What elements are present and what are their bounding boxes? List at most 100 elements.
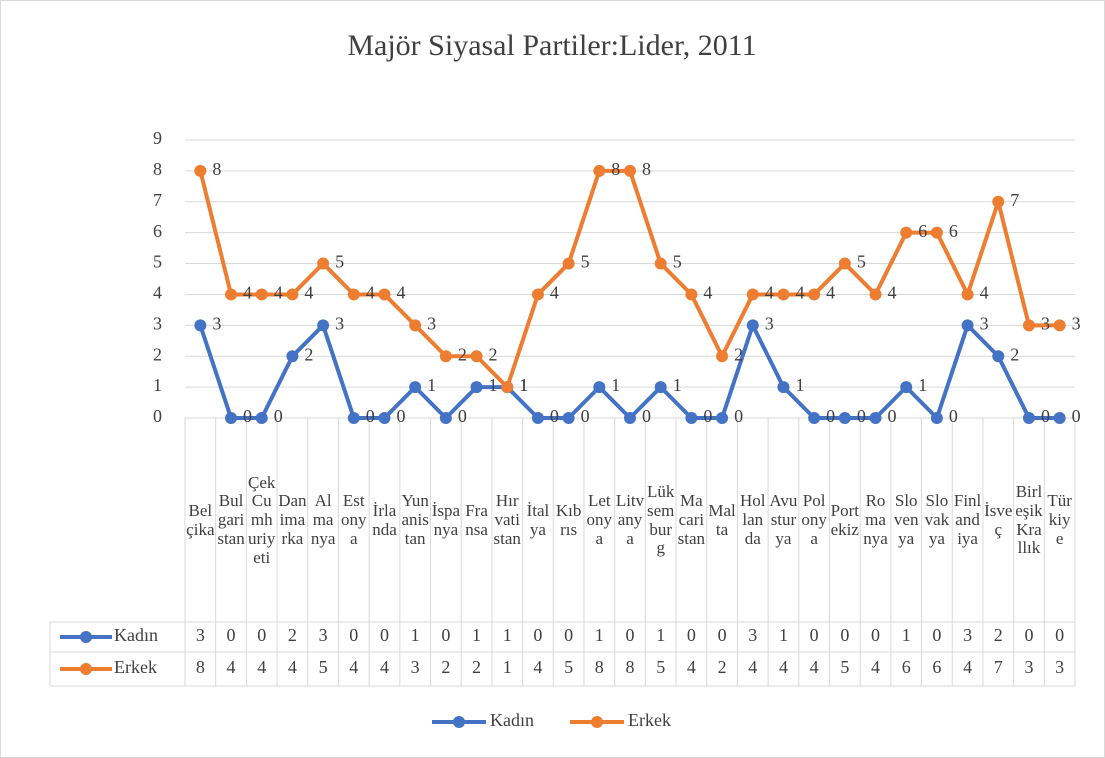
table-cell: 4 bbox=[288, 657, 297, 677]
data-label: 0 bbox=[1072, 406, 1081, 426]
table-cell: 5 bbox=[564, 657, 573, 677]
data-label: 2 bbox=[1010, 344, 1019, 364]
table-cell: 2 bbox=[288, 625, 297, 645]
data-label: 8 bbox=[642, 159, 651, 179]
table-cell: 5 bbox=[656, 657, 665, 677]
data-label: 0 bbox=[243, 406, 252, 426]
data-label: 1 bbox=[519, 375, 528, 395]
marker bbox=[930, 226, 943, 239]
data-label: 1 bbox=[673, 375, 682, 395]
series-line bbox=[198, 168, 1060, 390]
x-tick-label: Yunanistan bbox=[401, 491, 429, 548]
x-tick-label: Romanya bbox=[863, 491, 888, 548]
data-label: 5 bbox=[857, 252, 866, 272]
legend-key bbox=[80, 631, 92, 643]
table-cell: 4 bbox=[687, 657, 696, 677]
data-label: 2 bbox=[734, 344, 743, 364]
x-tick-label: İsveç bbox=[984, 500, 1013, 539]
data-label: 3 bbox=[212, 313, 221, 333]
x-tick-label: Avusturya bbox=[769, 491, 798, 548]
data-label: 3 bbox=[980, 313, 989, 333]
data-label: 3 bbox=[1072, 313, 1081, 333]
x-tick-label: Slovenya bbox=[893, 491, 919, 548]
data-label: 0 bbox=[366, 406, 375, 426]
table-cell: 4 bbox=[227, 657, 236, 677]
data-label: 1 bbox=[918, 375, 927, 395]
data-label: 5 bbox=[335, 252, 344, 272]
marker bbox=[624, 412, 636, 424]
marker bbox=[869, 412, 882, 424]
marker bbox=[746, 319, 759, 332]
data-label: 3 bbox=[335, 313, 344, 333]
x-tick-label: Litvanya bbox=[615, 491, 645, 548]
x-tick-label: Hollanda bbox=[740, 491, 766, 548]
x-tick-label: Slovakya bbox=[924, 491, 950, 548]
marker bbox=[225, 412, 238, 424]
marker bbox=[1022, 412, 1035, 424]
data-label: 0 bbox=[703, 406, 712, 426]
marker bbox=[286, 350, 299, 363]
marker bbox=[317, 319, 330, 332]
table-cell: 5 bbox=[319, 657, 328, 677]
table-cell: 4 bbox=[533, 657, 542, 677]
data-label: 2 bbox=[304, 344, 313, 364]
marker bbox=[225, 288, 238, 301]
y-tick-label: 8 bbox=[153, 159, 162, 179]
data-label: 4 bbox=[304, 283, 313, 303]
data-label: 1 bbox=[519, 375, 528, 395]
table-cell: 0 bbox=[227, 625, 236, 645]
table-cell: 2 bbox=[472, 657, 481, 677]
marker bbox=[1053, 319, 1066, 332]
marker bbox=[470, 350, 483, 363]
table-cell: 3 bbox=[1055, 657, 1064, 677]
data-label: 1 bbox=[795, 375, 804, 395]
data-label: 8 bbox=[611, 159, 620, 179]
marker bbox=[255, 288, 268, 301]
marker bbox=[685, 288, 698, 301]
table-cell: 0 bbox=[718, 625, 727, 645]
marker bbox=[255, 412, 268, 424]
data-label: 0 bbox=[857, 406, 866, 426]
table-cell: 0 bbox=[687, 625, 696, 645]
marker bbox=[961, 319, 974, 332]
data-label: 4 bbox=[826, 283, 835, 303]
marker bbox=[593, 164, 606, 177]
x-tick-label: Danimarka bbox=[278, 491, 307, 548]
table-row-label: Erkek bbox=[114, 657, 157, 677]
marker bbox=[654, 381, 667, 394]
data-label: 4 bbox=[396, 283, 405, 303]
table-cell: 0 bbox=[257, 625, 266, 645]
table-cell: 8 bbox=[595, 657, 604, 677]
marker bbox=[531, 412, 544, 424]
x-tick-label: İspanya bbox=[431, 500, 461, 539]
table-cell: 0 bbox=[349, 625, 358, 645]
marker bbox=[501, 381, 514, 394]
table-cell: 0 bbox=[380, 625, 389, 645]
data-label: 0 bbox=[826, 406, 835, 426]
y-tick-label: 1 bbox=[153, 375, 162, 395]
marker bbox=[900, 381, 913, 394]
data-label: 4 bbox=[980, 283, 989, 303]
table-row-label: Kadın bbox=[114, 625, 158, 645]
marker bbox=[746, 288, 759, 301]
data-label: 0 bbox=[1041, 406, 1050, 426]
marker bbox=[347, 412, 360, 424]
x-tick-label: Polonya bbox=[801, 491, 827, 548]
table-cell: 3 bbox=[748, 625, 757, 645]
table-cell: 1 bbox=[472, 625, 481, 645]
y-tick-label: 2 bbox=[153, 344, 162, 364]
marker bbox=[685, 412, 698, 424]
data-label: 1 bbox=[427, 375, 436, 395]
data-label: 4 bbox=[243, 283, 252, 303]
table-cell: 0 bbox=[533, 625, 542, 645]
data-label: 5 bbox=[581, 252, 590, 272]
table-cell: 1 bbox=[411, 625, 420, 645]
data-label: 4 bbox=[888, 283, 897, 303]
marker bbox=[378, 288, 391, 301]
marker bbox=[194, 164, 207, 177]
x-tick-label: Lüksemburg bbox=[646, 482, 675, 558]
marker bbox=[808, 412, 821, 424]
data-label: 0 bbox=[581, 406, 590, 426]
y-tick-label: 0 bbox=[153, 406, 162, 426]
marker bbox=[286, 288, 299, 301]
